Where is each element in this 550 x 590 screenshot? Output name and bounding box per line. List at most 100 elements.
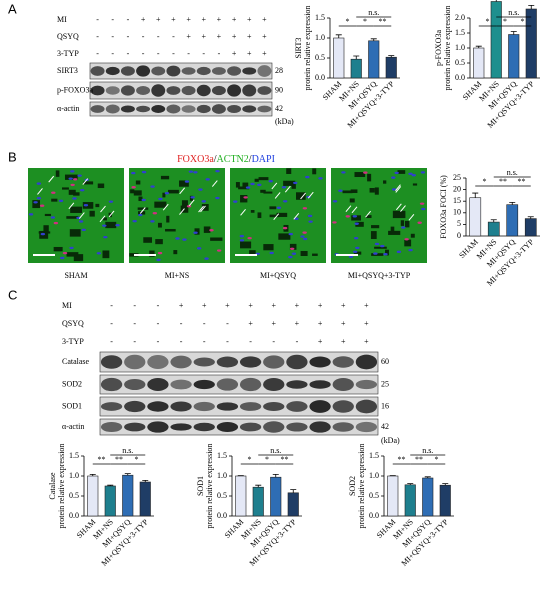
arrow bbox=[179, 208, 185, 215]
image-caption: SHAM bbox=[64, 271, 87, 280]
tissue-gap bbox=[249, 250, 256, 255]
treatment-sign: - bbox=[249, 337, 252, 346]
treatment-sign: + bbox=[247, 32, 252, 41]
treatment-sign: + bbox=[248, 319, 253, 328]
tissue-gap bbox=[371, 225, 380, 229]
arrow bbox=[82, 178, 89, 185]
tissue-gap bbox=[173, 250, 178, 255]
treatment-sign: - bbox=[157, 49, 160, 58]
panel-label: C bbox=[8, 287, 17, 302]
treatment-sign: + bbox=[318, 301, 323, 310]
nucleus bbox=[96, 252, 102, 255]
tissue-gap bbox=[73, 254, 84, 262]
blot-band bbox=[136, 65, 151, 77]
nucleus bbox=[332, 221, 337, 224]
tissue-gap bbox=[350, 189, 358, 193]
tissue-gap bbox=[138, 196, 143, 202]
y-tick-label: 0 bbox=[457, 231, 461, 240]
nucleus bbox=[302, 237, 308, 241]
y-tick-label: 2.0 bbox=[455, 13, 465, 22]
nucleus bbox=[233, 200, 238, 203]
treatment-sign: - bbox=[111, 49, 114, 58]
tissue-gap bbox=[135, 180, 141, 185]
tissue-gap bbox=[130, 189, 135, 194]
significance-label: ** bbox=[281, 455, 289, 464]
nucleus bbox=[209, 229, 214, 232]
tissue-gap bbox=[235, 182, 240, 188]
nucleus bbox=[404, 238, 409, 241]
significance-label: * bbox=[265, 455, 269, 464]
bar bbox=[350, 58, 362, 79]
tissue-gap bbox=[242, 182, 249, 188]
treatment-sign: + bbox=[341, 301, 346, 310]
bar bbox=[422, 477, 434, 517]
significance-label: ** bbox=[499, 177, 507, 186]
blot-band bbox=[227, 66, 242, 76]
treatment-sign: + bbox=[201, 32, 206, 41]
bar bbox=[506, 204, 519, 237]
tissue-gap bbox=[51, 198, 58, 202]
significance-label: * bbox=[486, 17, 490, 26]
blot-band bbox=[355, 354, 378, 370]
nucleus bbox=[190, 196, 195, 199]
error-bar bbox=[442, 483, 449, 486]
tissue-gap bbox=[410, 233, 415, 238]
treatment-label: 3-TYP bbox=[57, 49, 79, 58]
nucleus bbox=[80, 188, 85, 192]
arrow bbox=[68, 202, 75, 210]
significance-label: * bbox=[346, 17, 350, 26]
y-tick-label: 1.5 bbox=[217, 451, 227, 460]
error-bar bbox=[509, 201, 516, 205]
nucleus bbox=[83, 203, 89, 207]
arrow bbox=[284, 185, 291, 193]
treatment-label: MI bbox=[57, 15, 67, 24]
treatment-sign: - bbox=[172, 32, 175, 41]
treatment-sign: - bbox=[272, 337, 275, 346]
arrow bbox=[274, 192, 281, 199]
nucleus bbox=[302, 231, 307, 234]
bar bbox=[404, 484, 416, 517]
blot-band bbox=[100, 421, 123, 433]
tissue-gap bbox=[155, 239, 163, 245]
bar bbox=[490, 1, 502, 79]
treatment-sign: - bbox=[111, 32, 114, 41]
y-tick-label: 10 bbox=[453, 208, 461, 217]
nucleus bbox=[201, 200, 206, 203]
blot-label: α-actin bbox=[62, 422, 84, 431]
blot-band bbox=[263, 377, 285, 392]
treatment-sign: + bbox=[341, 337, 346, 346]
stain-part: DAPI bbox=[252, 154, 275, 165]
y-axis-label: Catalase bbox=[48, 472, 57, 500]
nucleus bbox=[156, 258, 161, 262]
tissue-gap bbox=[181, 200, 188, 208]
nucleus bbox=[198, 188, 203, 191]
nucleus bbox=[345, 215, 350, 218]
tissue-gap bbox=[269, 214, 280, 218]
nucleus bbox=[300, 235, 305, 238]
treatment-sign: + bbox=[271, 301, 276, 310]
y-tick-label: 1.5 bbox=[315, 13, 325, 22]
blot-band bbox=[120, 105, 135, 113]
nucleus bbox=[257, 183, 262, 187]
nucleus bbox=[158, 197, 163, 201]
tissue-gap bbox=[385, 249, 389, 256]
nucleus bbox=[408, 248, 413, 252]
tissue-gap bbox=[371, 253, 384, 256]
arrow bbox=[395, 186, 402, 193]
error-bar bbox=[407, 483, 414, 485]
blot-band bbox=[170, 379, 192, 390]
nucleus bbox=[131, 171, 136, 175]
image-caption: MI+QSYQ+3-TYP bbox=[348, 271, 411, 280]
stain-title: FOXO3a/ACTN2/DAPI bbox=[177, 154, 275, 165]
arrow bbox=[395, 203, 402, 211]
treatment-sign: - bbox=[218, 49, 221, 58]
nucleus bbox=[354, 236, 359, 240]
blot-band bbox=[286, 354, 308, 370]
treatment-sign: - bbox=[142, 32, 145, 41]
nucleus bbox=[383, 253, 388, 256]
nucleus bbox=[205, 178, 210, 181]
kda-unit: (kDa) bbox=[381, 436, 400, 445]
bar bbox=[87, 475, 99, 517]
arrow bbox=[108, 210, 115, 218]
tissue-gap bbox=[149, 250, 155, 257]
